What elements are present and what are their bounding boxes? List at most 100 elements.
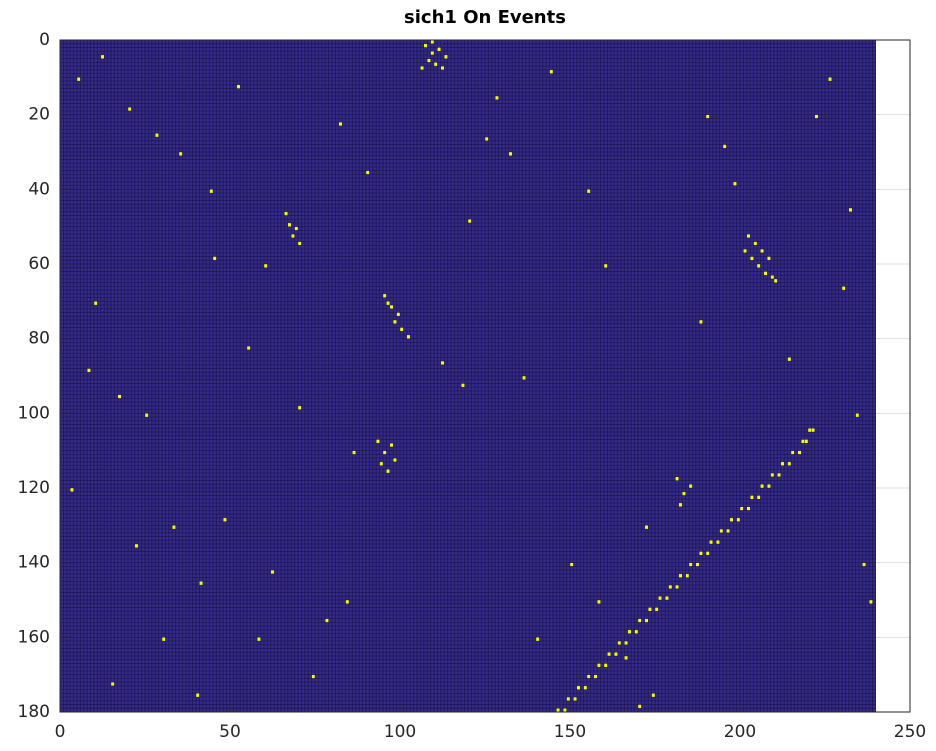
event-pixel <box>705 114 710 119</box>
event-image <box>60 40 876 712</box>
event-pixel <box>76 77 81 82</box>
event-pixel <box>678 502 683 507</box>
x-tick-label: 150 <box>554 722 586 742</box>
event-pixel <box>743 248 748 253</box>
event-pixel <box>848 207 853 212</box>
event-pixel <box>780 461 785 466</box>
event-pixel <box>699 551 703 556</box>
event-pixel <box>586 674 591 679</box>
x-tick-label: 250 <box>894 722 926 742</box>
event-pixel <box>311 674 316 679</box>
event-pixel <box>246 345 251 351</box>
event-pixel <box>297 405 302 410</box>
event-pixel <box>291 233 295 239</box>
event-pixel <box>637 704 642 709</box>
event-pixel <box>644 618 649 623</box>
event-pixel <box>787 357 792 362</box>
event-pixel <box>767 256 771 261</box>
y-tick-label: 160 <box>18 627 50 647</box>
y-tick-label: 180 <box>18 702 50 722</box>
event-pixel <box>586 189 591 194</box>
event-pixel <box>386 301 390 306</box>
event-pixel <box>433 62 438 67</box>
event-pixel <box>297 241 302 246</box>
event-pixel <box>263 263 268 268</box>
event-pixel <box>294 226 299 231</box>
event-pixel <box>110 681 115 687</box>
event-pixel <box>729 517 734 522</box>
event-pixel <box>869 599 873 604</box>
event-pixel <box>338 121 343 127</box>
events <box>69 39 873 713</box>
event-pixel <box>556 708 561 713</box>
event-pixel <box>624 655 629 660</box>
event-pixel <box>236 84 241 89</box>
event-pixel <box>648 607 652 612</box>
event-pixel <box>117 394 122 399</box>
event-pixel <box>750 256 754 261</box>
event-pixel <box>617 640 622 645</box>
event-pixel <box>651 693 656 698</box>
event-pixel <box>396 312 401 317</box>
chart-title: sich1 On Events <box>404 7 566 28</box>
x-tick-label: 0 <box>55 722 66 742</box>
y-tick-label: 80 <box>28 329 50 349</box>
event-pixel <box>773 278 778 283</box>
event-pixel <box>382 293 387 298</box>
y-tick-label: 0 <box>39 30 50 50</box>
event-pixel <box>199 581 203 586</box>
event-pixel <box>682 491 686 496</box>
event-pixel <box>709 540 714 545</box>
event-pixel <box>804 439 809 444</box>
event-pixel <box>637 618 642 623</box>
event-pixel <box>127 106 132 112</box>
event-pixel <box>144 413 149 418</box>
ticks: 0 50 100 150 200 250 0 20 40 60 80 100 120 140 160 180 <box>18 30 927 742</box>
event-pixel <box>665 596 669 601</box>
event-pixel <box>814 114 819 119</box>
event-pixel <box>597 599 601 604</box>
event-pixel <box>770 275 775 280</box>
y-tick-label: 20 <box>28 105 50 125</box>
event-pixel <box>746 506 751 511</box>
event-pixel <box>668 584 673 589</box>
event-pixel <box>382 450 387 455</box>
event-pixel <box>270 569 275 575</box>
event-pixel <box>733 181 737 186</box>
event-pixel <box>386 469 390 474</box>
event-pixel <box>209 189 214 194</box>
event-pixel <box>688 562 693 567</box>
event-pixel <box>495 95 499 100</box>
event-pixel <box>678 573 683 578</box>
event-pixel <box>705 551 710 556</box>
event-pixel <box>573 696 578 701</box>
event-pixel <box>423 43 428 48</box>
event-pixel <box>440 360 445 366</box>
event-pixel <box>695 562 700 567</box>
event-pixel <box>801 439 805 444</box>
event-pixel <box>566 696 571 701</box>
event-pixel <box>549 69 554 74</box>
event-pixel <box>736 517 741 522</box>
event-pixel <box>420 65 424 71</box>
event-pixel <box>739 506 744 511</box>
event-pixel <box>379 461 384 466</box>
event-pixel <box>508 151 513 156</box>
event-pixel <box>688 484 693 489</box>
event-pixel <box>603 663 608 668</box>
event-pixel <box>716 540 720 545</box>
event-pixel <box>797 450 802 455</box>
event-pixel <box>284 211 288 216</box>
event-pixel <box>86 368 91 373</box>
x-tick-label: 200 <box>724 722 756 742</box>
event-pixel <box>719 528 724 533</box>
event-pixel <box>685 573 690 578</box>
y-tick-label: 140 <box>18 553 50 573</box>
event-pixel <box>212 256 217 261</box>
event-pixel <box>767 484 771 489</box>
event-pixel <box>569 562 574 567</box>
event-pixel <box>756 263 761 268</box>
event-pixel <box>763 271 768 276</box>
